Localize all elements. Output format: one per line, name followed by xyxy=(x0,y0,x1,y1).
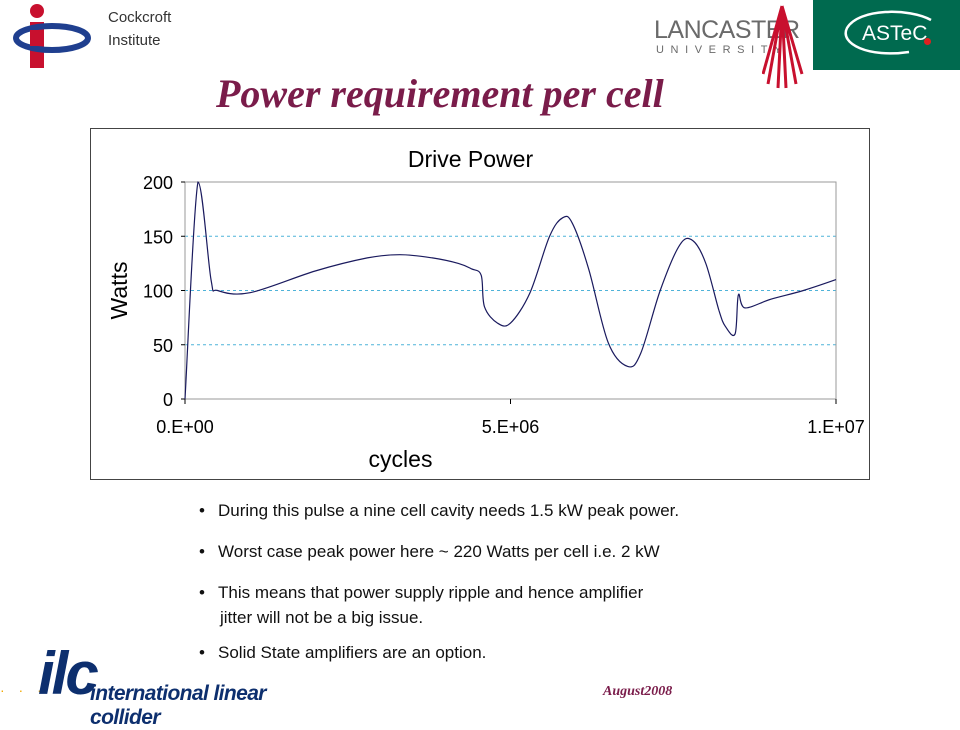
ilc-mark: ilc xyxy=(38,640,99,707)
institute-name-line1: Cockcroft xyxy=(108,9,172,26)
x-tick-label: 1.E+07 xyxy=(807,417,865,437)
university-sub: UNIVERSITY xyxy=(656,44,789,56)
slide-title: Power requirement per cell xyxy=(216,71,664,116)
x-tick-label: 5.E+06 xyxy=(482,417,540,437)
y-tick-label: 0 xyxy=(163,390,173,410)
bullet-item: Worst case peak power here ~ 220 Watts p… xyxy=(197,539,837,564)
astec-label: ASTeC xyxy=(862,22,928,45)
cockcroft-institute-name: Cockcroft Institute xyxy=(108,6,171,52)
grid-layer xyxy=(185,235,836,346)
institute-name-line2: Institute xyxy=(108,32,161,49)
astec-swoosh-icon xyxy=(844,10,932,55)
x-axis-label: cycles xyxy=(369,446,433,472)
ilc-logo: · · · · · ilc international linear colli… xyxy=(0,640,300,730)
bullet-list: During this pulse a nine cell cavity nee… xyxy=(197,498,837,681)
ilc-tagline: international linear collider xyxy=(90,682,266,729)
bullet-text: During this pulse a nine cell cavity nee… xyxy=(218,501,680,520)
bullet-text: Worst case peak power here ~ 220 Watts p… xyxy=(218,542,660,561)
tick-layer: 0 50 100 150 200 0.E+00 5.E+06 1.E+07 xyxy=(143,173,865,437)
astec-logo: ASTeC xyxy=(813,0,960,70)
chart-svg: 0 50 100 150 200 0.E+00 5.E+06 1.E+07 Drive Pow… xyxy=(106,146,865,472)
series-line-drive-power xyxy=(184,181,837,400)
y-tick-label: 150 xyxy=(143,227,173,247)
lancaster-university-logo: LANCASTER UNIVERSITY xyxy=(650,4,810,90)
ilc-dots-icon: · · · · · xyxy=(0,682,84,698)
bullet-text-continued: jitter will not be a big issue. xyxy=(220,608,424,627)
slide-date: August2008 xyxy=(603,684,673,699)
x-tick-label: 0.E+00 xyxy=(156,417,214,437)
y-axis-label: Watts xyxy=(106,262,132,320)
bullet-item: Solid State amplifiers are an option. xyxy=(197,640,837,665)
lancaster-emblem-icon xyxy=(762,5,804,89)
y-tick-label: 200 xyxy=(143,173,173,193)
cockcroft-logo-icon xyxy=(13,4,91,68)
drive-power-chart: 0 50 100 150 200 0.E+00 5.E+06 1.E+07 Drive Pow… xyxy=(90,128,870,480)
bullet-text: This means that power supply ripple and … xyxy=(218,583,644,602)
chart-title: Drive Power xyxy=(408,146,534,172)
bullet-item: During this pulse a nine cell cavity nee… xyxy=(197,498,837,523)
y-tick-label: 100 xyxy=(143,282,173,302)
astec-dot-icon xyxy=(924,38,931,45)
y-tick-label: 50 xyxy=(153,336,173,356)
cockcroft-institute-logo xyxy=(12,2,102,70)
bullet-item: This means that power supply ripple and … xyxy=(197,580,837,630)
bullet-text: Solid State amplifiers are an option. xyxy=(218,643,487,662)
